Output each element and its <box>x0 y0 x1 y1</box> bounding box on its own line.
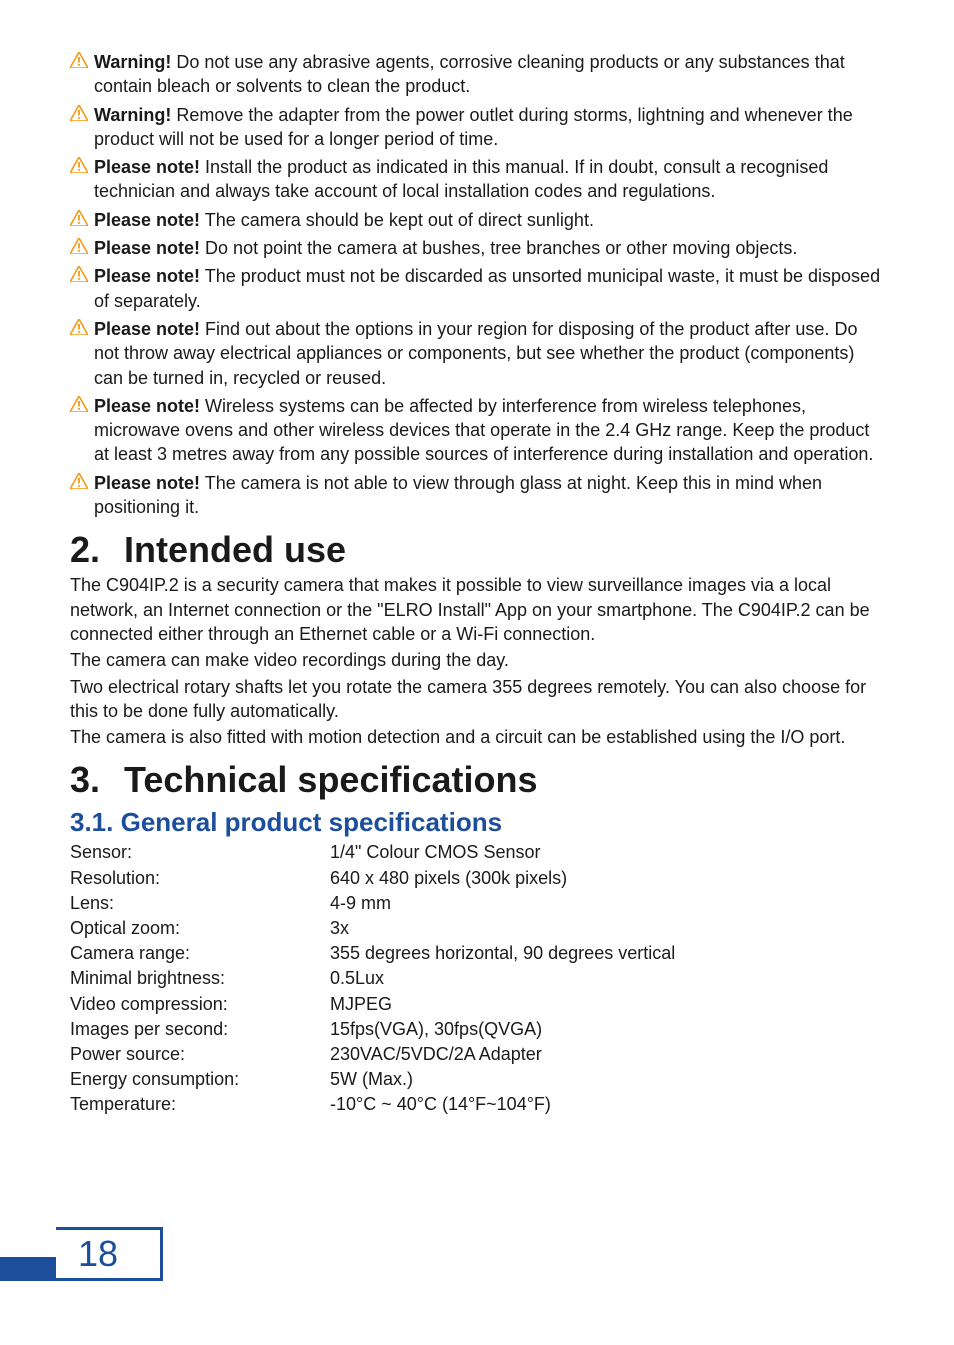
note-body: Wireless systems can be affected by inte… <box>94 396 873 465</box>
spec-row: Optical zoom:3x <box>70 916 884 941</box>
footer-accent-bar <box>0 1257 56 1281</box>
warning-icon <box>70 105 88 121</box>
warning-icon <box>70 238 88 254</box>
body-paragraph: The camera can make video recordings dur… <box>70 648 884 672</box>
spec-value: 5W (Max.) <box>330 1067 884 1092</box>
note-body: The camera is not able to view through g… <box>94 473 822 517</box>
warning-icon <box>70 210 88 226</box>
body-paragraph: Two electrical rotary shafts let you rot… <box>70 675 884 724</box>
note-item: Please note! The camera is not able to v… <box>70 471 884 520</box>
warning-icon <box>70 319 88 335</box>
note-item: Please note! Wireless systems can be aff… <box>70 394 884 467</box>
spec-value: 15fps(VGA), 30fps(QVGA) <box>330 1017 884 1042</box>
body-paragraph: The C904IP.2 is a security camera that m… <box>70 573 884 646</box>
note-text: Please note! The product must not be dis… <box>94 264 884 313</box>
warning-icon <box>70 266 88 282</box>
spec-label: Power source: <box>70 1042 330 1067</box>
spec-row: Sensor:1/4" Colour CMOS Sensor <box>70 840 884 865</box>
spec-label: Energy consumption: <box>70 1067 330 1092</box>
note-label: Please note! <box>94 319 200 339</box>
spec-row: Minimal brightness:0.5Lux <box>70 966 884 991</box>
note-item: Please note! Find out about the options … <box>70 317 884 390</box>
note-item: Please note! The product must not be dis… <box>70 264 884 313</box>
footer-page-box: 18 <box>56 1227 163 1281</box>
subsection-3-1-heading: 3.1. General product specifications <box>70 807 884 838</box>
note-label: Warning! <box>94 105 171 125</box>
spec-label: Sensor: <box>70 840 330 865</box>
spec-label: Images per second: <box>70 1017 330 1042</box>
note-text: Warning! Remove the adapter from the pow… <box>94 103 884 152</box>
page-footer: 18 <box>0 1227 954 1281</box>
note-body: The product must not be discarded as uns… <box>94 266 880 310</box>
note-text: Please note! The camera is not able to v… <box>94 471 884 520</box>
note-item: Warning! Do not use any abrasive agents,… <box>70 50 884 99</box>
note-body: Remove the adapter from the power outlet… <box>94 105 853 149</box>
spec-label: Camera range: <box>70 941 330 966</box>
note-label: Please note! <box>94 473 200 493</box>
spec-value: 0.5Lux <box>330 966 884 991</box>
body-paragraph: The camera is also fitted with motion de… <box>70 725 884 749</box>
intended-use-body: The C904IP.2 is a security camera that m… <box>70 573 884 749</box>
note-item: Please note! Install the product as indi… <box>70 155 884 204</box>
note-item: Please note! The camera should be kept o… <box>70 208 884 232</box>
warning-icon <box>70 396 88 412</box>
spec-row: Camera range:355 degrees horizontal, 90 … <box>70 941 884 966</box>
note-label: Please note! <box>94 210 200 230</box>
spec-label: Video compression: <box>70 992 330 1017</box>
spec-table: Sensor:1/4" Colour CMOS SensorResolution… <box>70 840 884 1117</box>
note-text: Please note! Do not point the camera at … <box>94 236 797 260</box>
spec-label: Minimal brightness: <box>70 966 330 991</box>
note-text: Please note! Find out about the options … <box>94 317 884 390</box>
spec-value: 355 degrees horizontal, 90 degrees verti… <box>330 941 884 966</box>
spec-row: Lens:4-9 mm <box>70 891 884 916</box>
note-label: Warning! <box>94 52 171 72</box>
spec-value: 3x <box>330 916 884 941</box>
spec-row: Power source:230VAC/5VDC/2A Adapter <box>70 1042 884 1067</box>
section-2-num: 2. <box>70 529 100 571</box>
spec-value: MJPEG <box>330 992 884 1017</box>
note-text: Please note! Install the product as indi… <box>94 155 884 204</box>
spec-label: Lens: <box>70 891 330 916</box>
warning-icon <box>70 473 88 489</box>
note-label: Please note! <box>94 157 200 177</box>
note-text: Please note! The camera should be kept o… <box>94 208 594 232</box>
section-3-title: Technical specifications <box>124 759 537 800</box>
note-text: Please note! Wireless systems can be aff… <box>94 394 884 467</box>
note-label: Please note! <box>94 238 200 258</box>
spec-value: 230VAC/5VDC/2A Adapter <box>330 1042 884 1067</box>
spec-label: Resolution: <box>70 866 330 891</box>
section-3-heading: 3. Technical specifications <box>70 759 884 801</box>
spec-row: Temperature:-10°C ~ 40°C (14°F~104°F) <box>70 1092 884 1117</box>
spec-value: 1/4" Colour CMOS Sensor <box>330 840 884 865</box>
spec-row: Images per second:15fps(VGA), 30fps(QVGA… <box>70 1017 884 1042</box>
note-body: The camera should be kept out of direct … <box>200 210 594 230</box>
spec-row: Energy consumption:5W (Max.) <box>70 1067 884 1092</box>
subsection-3-1-title: General product specifications <box>121 807 502 837</box>
page-number: 18 <box>78 1233 118 1275</box>
note-text: Warning! Do not use any abrasive agents,… <box>94 50 884 99</box>
note-body: Find out about the options in your regio… <box>94 319 857 388</box>
note-item: Warning! Remove the adapter from the pow… <box>70 103 884 152</box>
spec-label: Optical zoom: <box>70 916 330 941</box>
note-label: Please note! <box>94 266 200 286</box>
section-2-heading: 2. Intended use <box>70 529 884 571</box>
warning-icon <box>70 157 88 173</box>
safety-notes: Warning! Do not use any abrasive agents,… <box>70 50 884 519</box>
spec-row: Video compression:MJPEG <box>70 992 884 1017</box>
warning-icon <box>70 52 88 68</box>
spec-label: Temperature: <box>70 1092 330 1117</box>
note-body: Do not use any abrasive agents, corrosiv… <box>94 52 845 96</box>
section-2-title: Intended use <box>124 529 346 570</box>
note-body: Do not point the camera at bushes, tree … <box>200 238 797 258</box>
spec-value: 640 x 480 pixels (300k pixels) <box>330 866 884 891</box>
subsection-3-1-num: 3.1. <box>70 807 113 837</box>
spec-row: Resolution:640 x 480 pixels (300k pixels… <box>70 866 884 891</box>
note-body: Install the product as indicated in this… <box>94 157 828 201</box>
spec-value: 4-9 mm <box>330 891 884 916</box>
note-item: Please note! Do not point the camera at … <box>70 236 884 260</box>
note-label: Please note! <box>94 396 200 416</box>
section-3-num: 3. <box>70 759 100 801</box>
spec-value: -10°C ~ 40°C (14°F~104°F) <box>330 1092 884 1117</box>
